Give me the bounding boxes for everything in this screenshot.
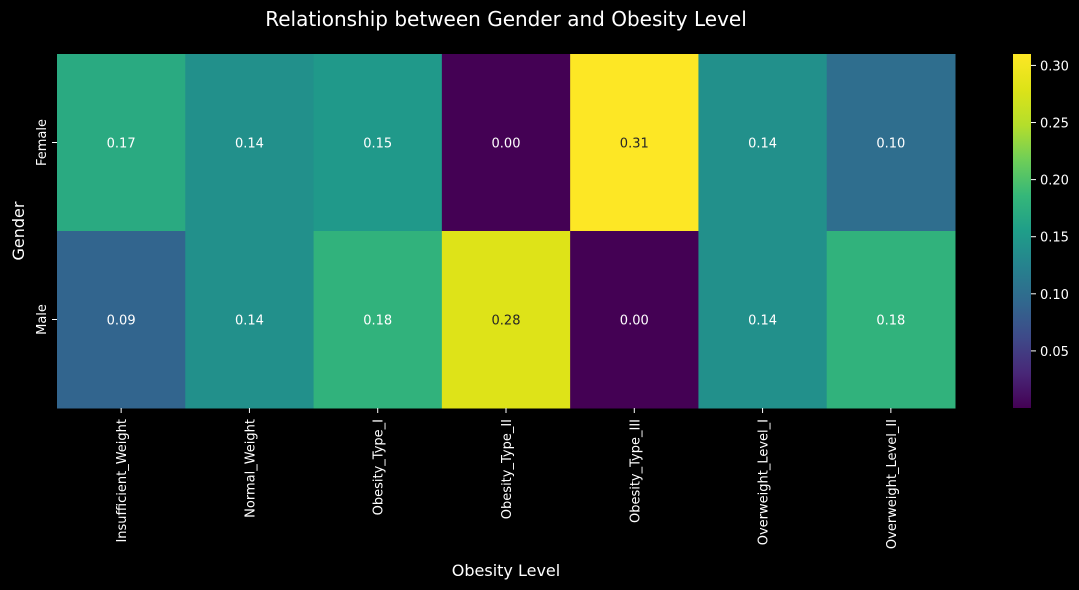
chart-title: Relationship between Gender and Obesity … <box>265 7 747 31</box>
heatmap-annotations: 0.17 0.14 0.15 0.00 0.31 0.14 0.10 0.09 0.14 0.18… <box>107 137 906 329</box>
colorbar-tick-label: 0.30 <box>1040 59 1069 74</box>
y-axis-ticks: Female Male <box>35 119 57 335</box>
colorbar-tick-label: 0.25 <box>1040 117 1069 132</box>
x-axis-label: Obesity Level <box>452 561 560 580</box>
y-tick-label: Male <box>35 304 50 335</box>
heatmap-cell <box>441 231 571 409</box>
cell-value-label: 0.17 <box>107 137 136 152</box>
x-tick-label: Normal_Weight <box>243 419 258 518</box>
heatmap-cell <box>313 54 443 232</box>
x-tick-label: Overweight_Level_II <box>885 419 900 549</box>
heatmap-cell <box>313 231 443 409</box>
x-axis-ticks: Insufficient_Weight Normal_Weight Obesity_… <box>115 408 900 549</box>
heatmap-cell <box>185 231 315 409</box>
cell-value-label: 0.00 <box>492 137 521 152</box>
x-tick-label: Insufficient_Weight <box>115 419 130 543</box>
cell-value-label: 0.00 <box>620 314 649 329</box>
x-tick-label: Obesity_Type_II <box>500 419 515 519</box>
cell-value-label: 0.10 <box>876 137 905 152</box>
cell-value-label: 0.14 <box>748 137 777 152</box>
heatmap-cell <box>826 54 956 232</box>
colorbar-ticks: 0.05 0.10 0.15 0.20 0.25 0.30 <box>1031 59 1069 360</box>
colorbar-tick-label: 0.05 <box>1040 345 1069 360</box>
x-tick-label: Overweight_Level_I <box>757 419 772 545</box>
heatmap-cell <box>698 231 828 409</box>
cell-value-label: 0.14 <box>748 314 777 329</box>
heatmap-cell <box>570 231 699 409</box>
y-tick-label: Female <box>35 119 50 166</box>
x-tick-label: Obesity_Type_III <box>628 419 643 523</box>
cell-value-label: 0.31 <box>620 137 649 152</box>
heatmap-cell <box>570 54 699 232</box>
cell-value-label: 0.14 <box>235 314 264 329</box>
colorbar <box>1013 54 1031 408</box>
colorbar-tick-label: 0.15 <box>1040 231 1069 246</box>
cell-value-label: 0.18 <box>363 314 392 329</box>
cell-value-label: 0.09 <box>107 314 136 329</box>
heatmap-cell <box>698 54 828 232</box>
heatmap-cells <box>57 54 956 409</box>
heatmap-cell <box>185 54 315 232</box>
x-tick-label: Obesity_Type_I <box>372 419 387 515</box>
cell-value-label: 0.15 <box>363 137 392 152</box>
colorbar-tick-label: 0.10 <box>1040 288 1069 303</box>
heatmap-cell <box>441 54 571 232</box>
heatmap-cell <box>57 231 186 409</box>
cell-value-label: 0.14 <box>235 137 264 152</box>
cell-value-label: 0.18 <box>876 314 905 329</box>
cell-value-label: 0.28 <box>492 314 521 329</box>
heatmap-cell <box>826 231 956 409</box>
heatmap-cell <box>57 54 186 232</box>
y-axis-label: Gender <box>9 201 28 260</box>
colorbar-tick-label: 0.20 <box>1040 174 1069 189</box>
